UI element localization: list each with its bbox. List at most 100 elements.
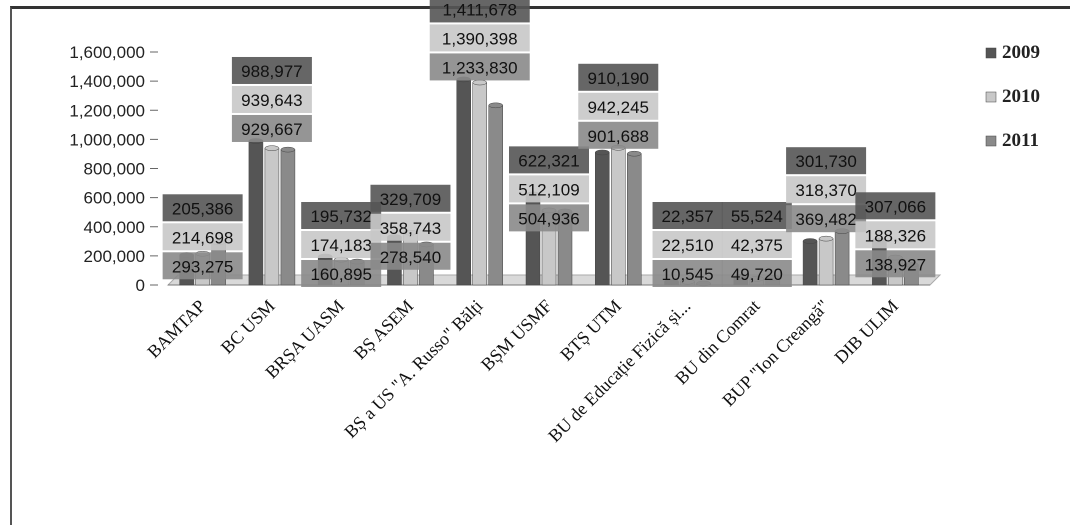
- y-tick-label: 1,200,000: [69, 101, 145, 120]
- bar-top: [627, 150, 642, 157]
- data-label: 10,545: [662, 265, 714, 284]
- data-label: 1,233,830: [442, 58, 518, 77]
- bar: [456, 79, 471, 286]
- x-tick-label: BU de Educație Fizică și...: [544, 296, 694, 446]
- y-tick-label: 1,400,000: [69, 72, 145, 91]
- y-tick-label: 800,000: [84, 160, 145, 179]
- data-label: 910,190: [588, 69, 649, 88]
- bar: [280, 149, 296, 286]
- bar: [802, 240, 818, 286]
- data-label-box: [652, 202, 723, 229]
- bar: [611, 147, 626, 286]
- data-label-box: [786, 205, 867, 233]
- legend-label: 2009: [1002, 42, 1040, 63]
- data-label-box: [370, 184, 451, 212]
- bar: [627, 153, 642, 286]
- data-label-box: [370, 242, 451, 270]
- x-tick-label: BȘ a US "A. Russo" Bălți: [340, 296, 486, 442]
- legend-swatch: [985, 47, 997, 59]
- data-label-box: [509, 204, 589, 232]
- data-label-box: [509, 146, 589, 174]
- data-label-box: [429, 53, 530, 81]
- legend-swatch: [985, 91, 997, 103]
- data-label-box: [855, 192, 936, 220]
- data-label: 358,743: [380, 219, 441, 238]
- data-label-box: [786, 176, 867, 204]
- x-tick-label: BC USM: [217, 296, 279, 358]
- data-label: 329,709: [380, 190, 441, 209]
- data-label-box: [855, 250, 936, 278]
- data-label-box: [162, 194, 243, 222]
- bar-top: [472, 79, 487, 86]
- data-label-box: [578, 63, 659, 91]
- data-label-box: [162, 223, 243, 251]
- data-label: 138,927: [865, 255, 926, 274]
- bar: [818, 238, 834, 286]
- data-label-box: [652, 260, 723, 287]
- data-label: 214,698: [172, 228, 233, 247]
- data-label-box: [855, 221, 936, 249]
- bar-top: [264, 145, 280, 151]
- bar-top: [818, 235, 834, 242]
- data-label-box: [578, 92, 659, 120]
- legend-swatch: [985, 135, 997, 147]
- data-label: 318,370: [795, 181, 856, 200]
- data-label: 188,326: [865, 226, 926, 245]
- data-label-box: [429, 0, 530, 23]
- legend-label: 2010: [1002, 86, 1040, 107]
- x-tick-label: BTȘ UTM: [556, 296, 625, 365]
- data-label: 22,510: [662, 236, 714, 255]
- data-label-box: [162, 252, 243, 280]
- data-label: 205,386: [172, 199, 233, 218]
- data-label: 942,245: [588, 98, 649, 117]
- bar: [472, 82, 487, 286]
- chart-frame: [10, 6, 1070, 525]
- data-label-box: [231, 114, 312, 142]
- data-label: 301,730: [795, 152, 856, 171]
- data-label: 369,482: [795, 210, 856, 229]
- bar-top: [595, 149, 610, 156]
- bar-top: [488, 102, 503, 109]
- data-label: 512,109: [518, 180, 579, 199]
- data-label-box: [652, 231, 723, 258]
- data-label: 160,895: [310, 265, 371, 284]
- bar: [834, 230, 850, 286]
- data-label: 504,936: [518, 209, 579, 228]
- x-tick-label: DIB ULIM: [830, 296, 902, 368]
- data-label: 22,357: [662, 207, 714, 226]
- data-label: 42,375: [731, 236, 783, 255]
- data-label: 49,720: [731, 265, 783, 284]
- data-label-box: [721, 202, 792, 229]
- data-label: 174,183: [310, 236, 371, 255]
- data-label: 901,688: [588, 127, 649, 146]
- data-label-box: [301, 231, 382, 258]
- bar: [248, 140, 264, 286]
- data-label: 1,411,678: [443, 0, 517, 19]
- data-label-box: [301, 202, 382, 229]
- data-label-box: [509, 175, 589, 203]
- y-tick-label: 200,000: [84, 247, 145, 266]
- x-tick-label: BȘM USMF: [477, 296, 556, 375]
- data-label-box: [721, 260, 792, 287]
- bar: [488, 105, 503, 286]
- x-tick-label: BȘ ASEM: [350, 296, 418, 364]
- data-label: 622,321: [518, 151, 579, 170]
- data-label-box: [301, 260, 382, 287]
- y-tick-label: 1,000,000: [69, 130, 145, 149]
- data-label: 1,390,398: [442, 29, 518, 48]
- data-label-box: [578, 121, 659, 149]
- y-tick-label: 1,600,000: [69, 43, 145, 62]
- data-label: 988,977: [241, 62, 302, 81]
- x-tick-label: BAMTAP: [143, 296, 209, 362]
- legend-label: 2011: [1002, 130, 1039, 151]
- data-label: 55,524: [731, 207, 783, 226]
- data-label-box: [429, 24, 530, 52]
- data-label-box: [231, 85, 312, 113]
- data-label: 293,275: [172, 257, 233, 276]
- bar: [264, 147, 280, 286]
- data-label-box: [370, 213, 451, 241]
- data-label: 307,066: [865, 197, 926, 216]
- data-label: 939,643: [241, 91, 302, 110]
- y-tick-label: 0: [136, 276, 145, 295]
